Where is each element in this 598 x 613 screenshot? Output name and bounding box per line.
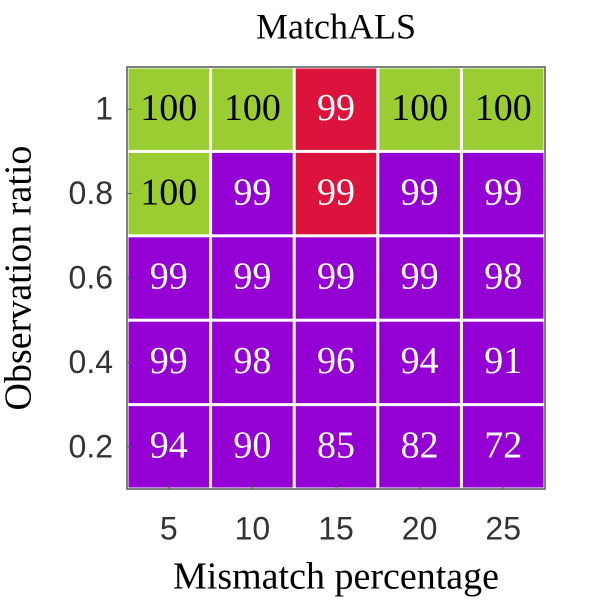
cell — [128, 152, 210, 235]
x-tick-label: 10 — [235, 510, 271, 546]
cell-label: 100 — [140, 171, 197, 213]
cell-label: 85 — [317, 425, 355, 467]
cell-label: 96 — [317, 340, 355, 382]
cell-label: 99 — [317, 256, 355, 298]
cell — [212, 321, 293, 404]
cell-label: 100 — [391, 87, 448, 129]
cell-label: 99 — [401, 171, 439, 213]
cell — [379, 406, 460, 488]
cell-label: 99 — [150, 340, 188, 382]
cell — [462, 321, 544, 404]
cell — [379, 68, 460, 150]
cell-label: 100 — [475, 87, 532, 129]
cell — [212, 406, 293, 488]
cell — [128, 68, 210, 150]
cell — [295, 321, 377, 404]
cell — [128, 406, 210, 488]
cell — [128, 321, 210, 404]
cell — [212, 68, 293, 150]
cell — [462, 237, 544, 319]
cell-label: 82 — [401, 425, 439, 467]
y-tick-label: 0.4 — [69, 344, 113, 380]
x-tick-label: 25 — [485, 510, 521, 546]
cell-label: 94 — [150, 425, 188, 467]
cell-label: 91 — [484, 340, 522, 382]
cell — [212, 237, 293, 319]
cell — [462, 152, 544, 235]
cell-label: 99 — [317, 171, 355, 213]
x-axis-label: Mismatch percentage — [173, 556, 499, 598]
x-tick-label: 20 — [402, 510, 438, 546]
cell — [212, 152, 293, 235]
cell-label: 90 — [233, 425, 271, 467]
cell — [462, 68, 544, 150]
x-tick-label: 5 — [160, 510, 178, 546]
y-tick-label: 0.6 — [69, 259, 113, 295]
cell — [128, 237, 210, 319]
cell-label: 99 — [484, 171, 522, 213]
y-tick-label: 1 — [95, 91, 113, 127]
cell-label: 99 — [401, 256, 439, 298]
x-tick-label: 15 — [318, 510, 354, 546]
cell-label: 99 — [233, 171, 271, 213]
cell-label: 98 — [484, 256, 522, 298]
cell — [295, 152, 377, 235]
cell — [295, 68, 377, 150]
cell-label: 100 — [224, 87, 281, 129]
y-axis-label: Observation ratio — [0, 146, 40, 411]
cell — [379, 321, 460, 404]
cell — [462, 406, 544, 488]
y-tick-label: 0.2 — [69, 428, 113, 464]
cell-label: 98 — [233, 340, 271, 382]
cell — [379, 152, 460, 235]
cell-label: 72 — [484, 425, 522, 467]
chart-title: MatchALS — [256, 6, 416, 46]
cell-label: 100 — [140, 87, 197, 129]
cell-label: 99 — [233, 256, 271, 298]
cell-label: 99 — [150, 256, 188, 298]
cell — [295, 237, 377, 319]
y-tick-label: 0.8 — [69, 175, 113, 211]
cell — [295, 406, 377, 488]
cell-label: 94 — [401, 340, 439, 382]
cell-label: 99 — [317, 87, 355, 129]
cell — [379, 237, 460, 319]
